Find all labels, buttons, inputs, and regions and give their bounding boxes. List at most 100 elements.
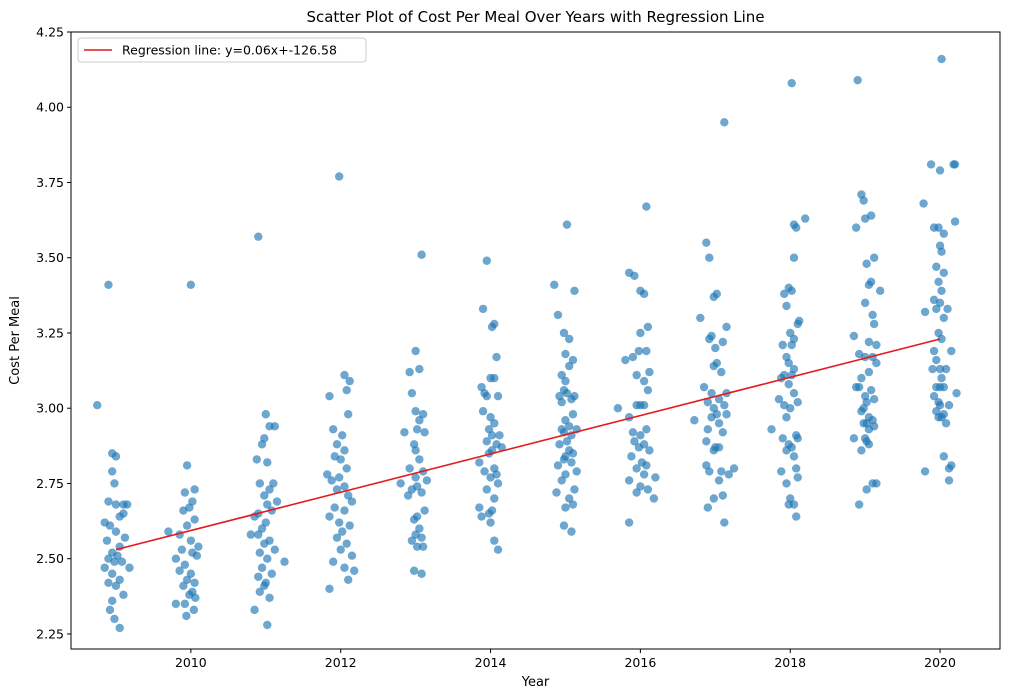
scatter-point: [263, 554, 272, 563]
scatter-point: [935, 166, 945, 175]
scatter-point: [649, 494, 659, 503]
scatter-point: [642, 425, 651, 434]
scatter-point: [125, 563, 134, 572]
scatter-point: [559, 328, 569, 338]
scatter-point: [257, 563, 267, 572]
scatter-point: [849, 331, 859, 341]
scatter-point: [257, 524, 267, 533]
scatter-point: [405, 367, 414, 377]
scatter-point: [182, 575, 192, 584]
scatter-point: [557, 370, 566, 380]
scatter-point: [492, 352, 501, 362]
scatter-point: [702, 238, 711, 247]
scatter-point: [801, 214, 810, 223]
scatter-point: [475, 503, 484, 512]
scatter-point: [952, 388, 961, 398]
scatter-point: [340, 370, 349, 380]
scatter-point: [552, 488, 561, 497]
scatter-point: [250, 605, 259, 615]
scatter-point: [108, 467, 117, 476]
scatter-point: [417, 533, 426, 542]
scatter-point: [565, 494, 574, 503]
scatter-point: [332, 533, 342, 542]
scatter-point: [696, 313, 705, 323]
scatter-point: [643, 485, 653, 494]
scatter-point: [934, 413, 943, 422]
scatter-point: [342, 539, 351, 548]
legend-box: [77, 37, 367, 63]
scatter-point: [920, 467, 930, 476]
scatter-point: [553, 310, 563, 320]
y-tick-label: 2.50: [36, 551, 64, 566]
scatter-point: [862, 259, 871, 268]
scatter-point: [329, 425, 338, 434]
scatter-point: [186, 280, 196, 290]
scatter-point: [411, 473, 420, 482]
y-tick-label: 3.75: [36, 175, 64, 190]
scatter-point: [928, 364, 937, 374]
scatter-point: [869, 319, 879, 329]
scatter-point: [260, 491, 269, 500]
scatter-point: [420, 428, 429, 437]
scatter-point: [567, 458, 576, 467]
scatter-point: [789, 452, 799, 461]
scatter-point: [110, 614, 119, 624]
scatter-point: [937, 247, 946, 256]
scatter-point: [859, 196, 868, 205]
scatter-point: [944, 464, 954, 473]
scatter-point: [272, 497, 282, 506]
scatter-point: [634, 443, 644, 452]
scatter-point: [632, 488, 641, 497]
scatter-point: [400, 428, 409, 437]
scatter-point: [104, 497, 113, 506]
scatter-point: [777, 467, 786, 476]
scatter-point: [327, 476, 336, 485]
scatter-point: [482, 437, 491, 446]
scatter-point: [280, 557, 289, 566]
y-tick-label: 3.50: [36, 250, 64, 265]
scatter-point: [417, 569, 426, 578]
scatter-point: [115, 575, 124, 584]
scatter-point: [645, 367, 654, 377]
scatter-point: [624, 518, 634, 527]
scatter-point: [849, 434, 859, 443]
scatter-point: [254, 232, 263, 241]
scatter-point: [100, 563, 109, 572]
scatter-point: [937, 373, 946, 383]
scatter-point: [164, 527, 173, 536]
scatter-point: [782, 413, 791, 422]
scatter-point: [792, 464, 801, 473]
scatter-point: [329, 557, 338, 566]
scatter-point: [621, 355, 630, 365]
scatter-point: [793, 434, 802, 443]
scatter-point: [705, 334, 714, 344]
scatter-point: [186, 569, 196, 578]
scatter-point: [567, 394, 576, 404]
scatter-point: [340, 446, 349, 455]
scatter-point: [864, 280, 874, 290]
scatter-point: [105, 521, 115, 530]
scatter-point: [854, 382, 864, 392]
scatter-point: [703, 398, 713, 407]
scatter-point: [487, 322, 497, 332]
scatter-point: [415, 524, 424, 533]
scatter-point: [568, 410, 578, 419]
scatter-point: [175, 566, 184, 575]
regression-layer: [115, 338, 941, 551]
scatter-point: [102, 536, 112, 545]
scatter-point: [407, 485, 417, 494]
scatter-point: [342, 464, 351, 473]
scatter-point: [780, 289, 789, 299]
scatter-point: [875, 286, 885, 296]
scatter-point: [104, 578, 113, 587]
scatter-point: [624, 476, 634, 485]
scatter-point: [714, 419, 724, 428]
scatter-point: [409, 566, 419, 575]
chart-title: Scatter Plot of Cost Per Meal Over Years…: [306, 8, 764, 26]
scatter-point: [639, 289, 649, 299]
scatter-point: [493, 479, 503, 488]
scatter-point: [407, 388, 417, 398]
scatter-point: [786, 404, 795, 413]
scatter-point: [179, 581, 188, 590]
